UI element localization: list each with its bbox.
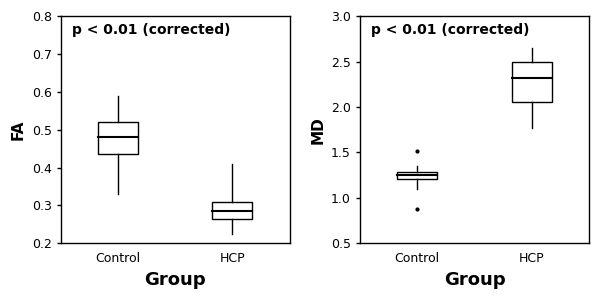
X-axis label: Group: Group [145,271,206,289]
Y-axis label: MD: MD [310,116,325,144]
Bar [512,61,551,102]
Bar [397,172,437,179]
Y-axis label: FA: FA [11,119,26,140]
X-axis label: Group: Group [443,271,505,289]
Bar [98,122,138,154]
Text: p < 0.01 (corrected): p < 0.01 (corrected) [371,23,530,37]
Bar [212,202,253,219]
Text: p < 0.01 (corrected): p < 0.01 (corrected) [72,23,230,37]
